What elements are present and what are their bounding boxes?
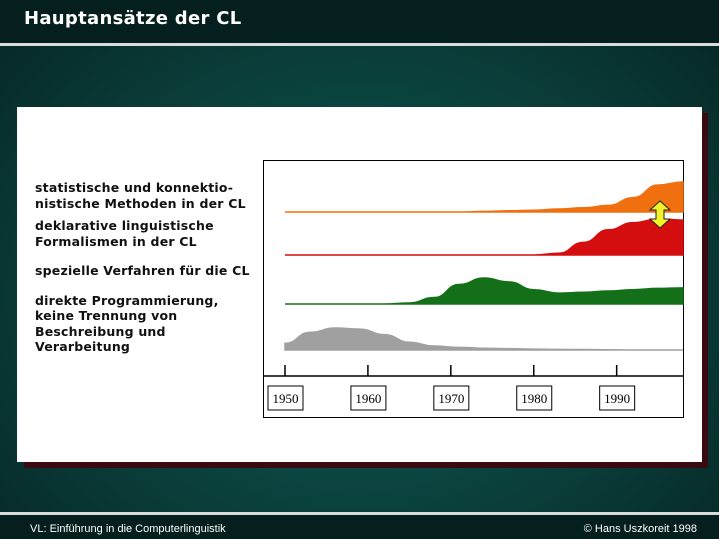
tick-label-box [516,385,553,411]
tick-label: 1960 [355,391,381,406]
bottom-rule [0,512,719,515]
label-statistical: statistische und konnektio- nistische Me… [35,180,246,211]
tick-label-box [350,385,387,411]
footer-course: VL: Einführung in die Computerlinguistik [30,523,226,535]
footer-bar [0,515,719,539]
area-statistical [284,181,684,213]
series-labels: statistische und konnektio- nistische Me… [35,180,260,355]
x-axis: 1950 1960 1970 1980 1990 [263,365,684,411]
tick-label-box [267,385,304,411]
label-direct: direkte Programmierung, keine Trennung v… [35,292,219,355]
header-bar [0,0,719,44]
tick-label-box [599,385,636,411]
top-rule [0,43,719,46]
tick-label: 1980 [521,391,547,406]
double-arrow-icon [648,200,672,229]
series-areas [284,181,684,351]
tick-label: 1950 [273,391,299,406]
footer-copyright: © Hans Uszkoreit 1998 [583,523,697,535]
tick-label: 1970 [438,391,464,406]
area-direct [284,327,683,351]
page-title: Hauptansätze der CL [24,8,242,29]
timeline-chart: 1950 1960 1970 1980 1990 [263,160,684,418]
double-arrow-shape [648,200,672,229]
area-declarative [284,218,684,256]
label-declarative: deklarative linguistische Formalismen in… [35,218,214,249]
area-special [285,277,684,305]
tick-label-box [433,385,470,411]
tick-label: 1990 [604,391,630,406]
label-special: spezielle Verfahren für die CL [35,263,250,278]
